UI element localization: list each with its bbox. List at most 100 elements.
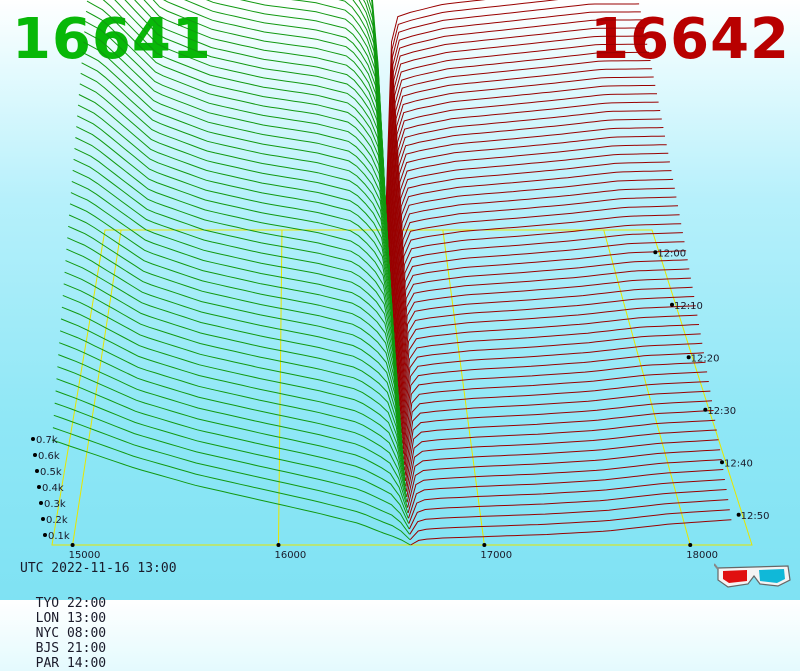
bid-depth-line <box>63 283 406 476</box>
ask-depth-line <box>409 499 729 535</box>
ask-depth-line <box>409 509 730 541</box>
y-tick-mark <box>43 533 47 537</box>
bid-depth-line <box>60 318 407 492</box>
y-tick-mark <box>35 469 39 473</box>
time-tick-mark <box>670 302 674 307</box>
bid-depth-line <box>184 0 391 295</box>
time-tick-mark <box>720 460 724 465</box>
bid-depth-line <box>114 0 394 327</box>
y-tick-label: 0.3k <box>44 499 66 510</box>
bid-depth-line <box>205 0 391 289</box>
ask-depth-line <box>389 76 654 289</box>
ask-depth-line <box>399 268 690 407</box>
timezone-lon: LON 13:00 <box>35 611 107 626</box>
timezone-tyo: TYO 22:00 <box>35 596 107 611</box>
x-tick-label: 15000 <box>69 550 101 561</box>
bid-depth-line <box>163 0 392 300</box>
x-gridline <box>72 229 122 546</box>
ask-depth-line <box>410 519 732 546</box>
ask-depth-line <box>393 161 670 343</box>
ask-depth-line <box>406 429 717 497</box>
bid-depth-line <box>79 83 398 380</box>
bid-depth-line <box>84 31 396 353</box>
x-tick-label: 17000 <box>480 550 512 561</box>
bid-depth-line <box>76 115 399 396</box>
bid-depth-line <box>56 378 409 519</box>
bid-depth-line <box>52 427 411 541</box>
ask-depth-line <box>405 410 714 487</box>
ask-depth-line <box>406 439 719 503</box>
ask-depth-line <box>388 60 651 279</box>
bid-depth-line <box>71 180 402 428</box>
timezone-nyc: NYC 08:00 <box>35 626 107 641</box>
bid-depth-line <box>76 126 400 401</box>
time-tick-label: 12:30 <box>707 406 736 417</box>
chart-axes: 15000 16000 17000 18000 0.1k 0.2k 0.3k 0.4k 0.5k… <box>31 248 769 561</box>
bid-depth-line <box>69 203 403 439</box>
ask-depth-line <box>385 3 640 241</box>
y-tick-mark <box>39 501 43 505</box>
utc-time: UTC 2022-11-16 13:00 <box>20 561 177 576</box>
ask-depth-line <box>386 11 641 247</box>
time-tick-mark <box>686 355 691 360</box>
ask-depth-line <box>399 277 691 412</box>
ask-depth-line <box>400 296 695 423</box>
ask-depth-line <box>391 110 661 311</box>
ask-depth-line <box>392 127 664 321</box>
time-tick-label: 12:10 <box>674 301 703 312</box>
timezone-row: TYO 22:00 LON 13:00 NYC 08:00 BJS 21:00 … <box>20 581 120 671</box>
time-tick-mark <box>653 250 658 255</box>
ask-depth-line <box>397 232 683 385</box>
ask-depth-line <box>389 68 653 284</box>
3d-glasses-icon[interactable] <box>714 560 794 594</box>
y-tick-label: 0.7k <box>36 435 58 446</box>
ask-depth-line <box>402 333 701 444</box>
bid-depth-line <box>58 354 408 508</box>
bid-depth-line <box>143 0 392 311</box>
y-tick-label: 0.2k <box>46 515 68 526</box>
y-tick-label: 0.5k <box>40 467 62 478</box>
time-tick-label: 12:20 <box>691 353 720 364</box>
bid-depth-line <box>57 366 409 514</box>
y-tick-mark <box>41 517 45 521</box>
y-tick-mark <box>31 437 35 441</box>
bid-depth-line <box>53 414 411 535</box>
bid-depth-line <box>73 158 401 417</box>
ask-depth-line <box>389 84 656 295</box>
ask-depth-line <box>384 0 486 231</box>
bid-depth-line <box>54 402 410 530</box>
chart-floor-outline <box>51 229 753 546</box>
ask-depth-line <box>391 118 662 316</box>
bid-depth-line <box>70 192 402 433</box>
x-gridline <box>442 229 485 546</box>
depth-chart: 15000 16000 17000 18000 0.1k 0.2k 0.3k 0.4k 0.5k… <box>31 0 769 561</box>
bid-depth-line <box>64 271 405 471</box>
bid-depth-line <box>239 0 390 284</box>
ask-depth-line <box>408 469 724 519</box>
ask-depth-line <box>400 305 696 428</box>
ask-depth-line <box>394 178 674 353</box>
ask-depth-line <box>387 43 648 268</box>
ask-depth-line <box>401 314 698 433</box>
bid-depth-line <box>65 260 405 465</box>
bid-depth-line <box>102 0 394 332</box>
bid-depth-line <box>59 342 408 503</box>
bid-depth-line <box>124 0 393 321</box>
ask-depth-line <box>386 19 643 252</box>
ask-depth-line <box>402 342 703 449</box>
bid-depth-line <box>82 51 397 364</box>
ask-depth-line <box>405 419 716 492</box>
ask-depth-line <box>395 187 675 359</box>
bid-depth-line <box>85 10 395 343</box>
y-tick-mark <box>33 453 37 457</box>
bid-depth-line <box>75 137 400 407</box>
ask-depth-line <box>398 250 687 396</box>
bid-depth-line <box>291 0 390 279</box>
ask-depth-line <box>399 286 693 417</box>
time-tick-label: 12:40 <box>724 458 753 469</box>
bid-depth-line <box>81 62 397 369</box>
time-tick-mark <box>703 407 708 412</box>
bid-depth-line <box>67 225 404 449</box>
ask-depth-line <box>408 479 725 524</box>
timezone-par: PAR 14:00 <box>35 656 107 671</box>
